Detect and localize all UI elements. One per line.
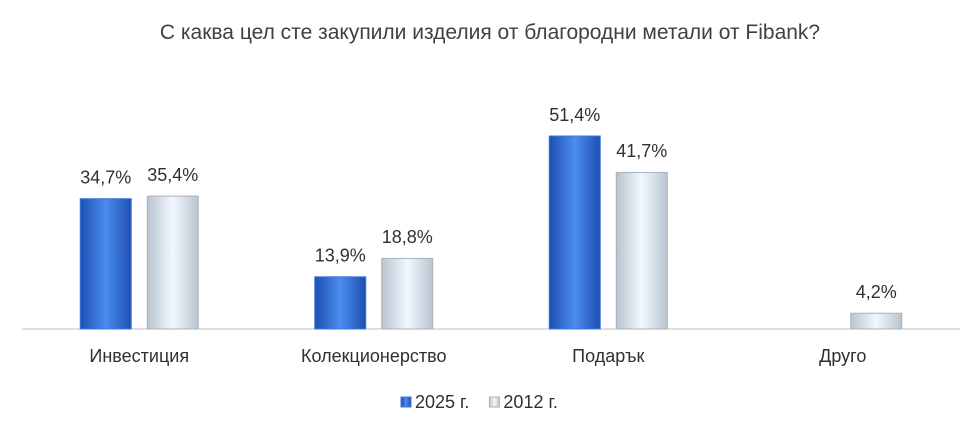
bar — [548, 135, 601, 330]
x-tick-label: Колекционерство — [301, 346, 446, 366]
bar — [850, 312, 903, 330]
value-label: 51,4% — [549, 105, 600, 125]
legend-label: 2025 г. — [415, 392, 469, 412]
value-label: 34,7% — [80, 167, 131, 187]
bar — [79, 198, 132, 330]
x-tick-label: Подарък — [572, 346, 644, 366]
bar — [314, 276, 367, 330]
x-tick-label: Инвестиция — [89, 346, 189, 366]
value-label: 35,4% — [147, 165, 198, 185]
bar — [146, 195, 199, 330]
legend-swatch — [400, 396, 412, 408]
value-label: 4,2% — [856, 282, 897, 302]
x-tick-label: Друго — [819, 346, 866, 366]
chart-title: С каква цел сте закупили изделия от благ… — [159, 21, 821, 44]
bar — [615, 171, 668, 330]
legend-label: 2012 г. — [503, 392, 557, 412]
value-label: 13,9% — [315, 246, 366, 266]
legend-swatch — [488, 396, 500, 408]
value-label: 41,7% — [616, 141, 667, 161]
value-label: 18,8% — [382, 227, 433, 247]
bar — [381, 257, 434, 330]
